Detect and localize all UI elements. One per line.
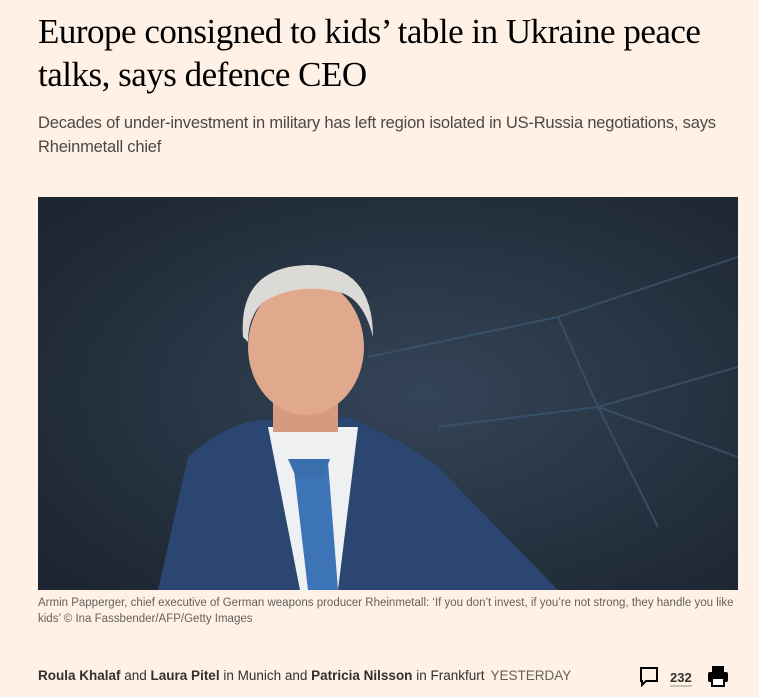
article-headline: Europe consigned to kids’ table in Ukrai… bbox=[38, 12, 701, 94]
article-tools: 232 bbox=[638, 664, 730, 693]
printer-icon[interactable] bbox=[706, 664, 730, 693]
author-link[interactable]: Laura Pitel bbox=[150, 668, 220, 683]
author-link[interactable]: Roula Khalaf bbox=[38, 668, 121, 683]
author-link[interactable]: Patricia Nilsson bbox=[311, 668, 413, 683]
article-photo bbox=[38, 197, 738, 590]
byline-text: in Munich and bbox=[219, 668, 312, 683]
timestamp: YESTERDAY bbox=[490, 668, 572, 683]
article-standfirst: Decades of under-investment in military … bbox=[38, 114, 716, 156]
speech-bubble-icon[interactable] bbox=[638, 665, 660, 692]
image-caption: Armin Papperger, chief executive of Germ… bbox=[38, 597, 734, 625]
byline-text: in Frankfurt bbox=[412, 668, 485, 683]
byline: Roula Khalaf and Laura Pitel in Munich a… bbox=[38, 668, 571, 683]
comment-count[interactable]: 232 bbox=[670, 670, 692, 687]
byline-text: and bbox=[120, 668, 151, 683]
